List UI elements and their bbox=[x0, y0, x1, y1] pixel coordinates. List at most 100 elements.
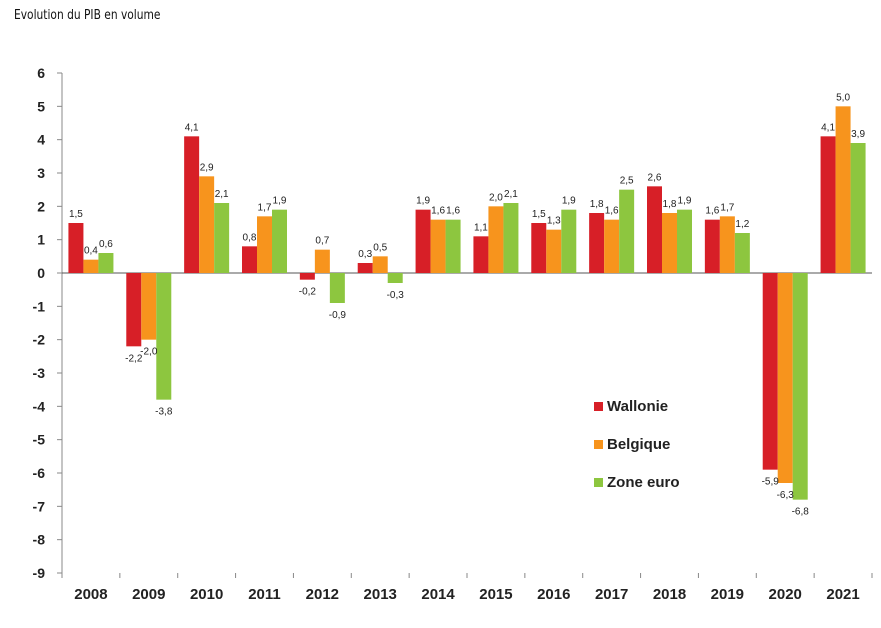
data-label: 2,9 bbox=[200, 162, 214, 173]
legend-swatch bbox=[594, 478, 603, 487]
bar bbox=[473, 236, 489, 273]
bar bbox=[677, 209, 692, 273]
x-tick-label: 2015 bbox=[479, 586, 512, 603]
data-label: 1,7 bbox=[258, 202, 272, 213]
bar bbox=[126, 273, 142, 347]
y-tick-label: 1 bbox=[37, 232, 45, 248]
y-tick-label: 0 bbox=[37, 265, 45, 281]
legend: Wallonie Belgique Zone euro bbox=[594, 398, 680, 491]
bar bbox=[257, 216, 272, 273]
data-label: 2,1 bbox=[504, 189, 518, 200]
data-label: 3,9 bbox=[851, 129, 865, 140]
legend-label: Wallonie bbox=[607, 398, 668, 415]
bar bbox=[589, 213, 605, 273]
x-tick-label: 2010 bbox=[190, 586, 223, 603]
bar bbox=[299, 273, 315, 280]
data-label: 2,6 bbox=[648, 172, 662, 183]
x-tick-label: 2019 bbox=[711, 586, 744, 603]
bar bbox=[820, 136, 836, 273]
data-label: 0,6 bbox=[99, 239, 113, 250]
data-label: -3,8 bbox=[155, 407, 173, 418]
bar bbox=[242, 246, 257, 273]
bar bbox=[734, 233, 750, 273]
data-label: -0,3 bbox=[387, 290, 405, 301]
data-label: -6,8 bbox=[792, 507, 810, 518]
bar bbox=[156, 273, 172, 400]
data-label: 2,1 bbox=[215, 189, 229, 200]
x-tick-label: 2016 bbox=[537, 586, 570, 603]
y-tick-label: -5 bbox=[33, 432, 46, 448]
bar bbox=[662, 213, 677, 273]
data-label: 1,9 bbox=[273, 196, 287, 207]
bar bbox=[184, 136, 200, 273]
y-tick-label: -3 bbox=[33, 365, 46, 381]
data-label: 1,5 bbox=[532, 209, 546, 220]
x-tick-label: 2014 bbox=[421, 586, 455, 603]
data-label: 1,8 bbox=[663, 199, 677, 210]
bar bbox=[314, 249, 330, 273]
data-label: -0,2 bbox=[299, 287, 317, 298]
bar bbox=[141, 273, 157, 340]
x-tick-label: 2013 bbox=[364, 586, 397, 603]
y-tick-label: -4 bbox=[33, 398, 46, 414]
legend-label: Zone euro bbox=[607, 474, 680, 491]
bar bbox=[835, 106, 851, 273]
bar bbox=[329, 273, 345, 303]
data-label: 1,6 bbox=[431, 206, 445, 217]
bar bbox=[604, 219, 620, 273]
data-label: 0,7 bbox=[315, 236, 329, 247]
y-tick-label: 4 bbox=[37, 132, 45, 148]
x-tick-label: 2011 bbox=[248, 586, 281, 603]
bar bbox=[372, 256, 388, 273]
data-label: 1,6 bbox=[705, 206, 719, 217]
data-label: 1,3 bbox=[547, 216, 561, 227]
data-label: 1,1 bbox=[474, 222, 488, 233]
legend-swatch bbox=[594, 440, 603, 449]
data-label: 1,8 bbox=[590, 199, 604, 210]
bar bbox=[488, 206, 504, 273]
bar bbox=[546, 229, 562, 273]
data-label: 1,9 bbox=[562, 196, 576, 207]
legend-swatch bbox=[594, 402, 603, 411]
bar bbox=[357, 263, 373, 273]
bar bbox=[214, 203, 230, 273]
bar bbox=[719, 216, 735, 273]
legend-label: Belgique bbox=[607, 436, 670, 453]
data-label: 2,0 bbox=[489, 192, 503, 203]
data-label: 0,4 bbox=[84, 246, 98, 257]
bar bbox=[561, 209, 577, 273]
data-label: 1,9 bbox=[678, 196, 692, 207]
data-label: 1,5 bbox=[69, 209, 83, 220]
y-tick-label: 3 bbox=[37, 165, 45, 181]
bar bbox=[762, 273, 778, 470]
data-label: 1,6 bbox=[605, 206, 619, 217]
bar bbox=[272, 209, 287, 273]
bar bbox=[777, 273, 793, 483]
x-tick-label: 2008 bbox=[74, 586, 107, 603]
y-tick-label: -1 bbox=[33, 298, 46, 314]
data-label: 2,5 bbox=[620, 176, 634, 187]
y-tick-label: 2 bbox=[37, 198, 45, 214]
data-label: 1,6 bbox=[446, 206, 460, 217]
x-tick-label: 2021 bbox=[826, 586, 859, 603]
bar bbox=[619, 189, 635, 273]
y-tick-label: -7 bbox=[33, 498, 46, 514]
data-label: 1,2 bbox=[735, 219, 749, 230]
x-tick-label: 2017 bbox=[595, 586, 628, 603]
x-tick-label: 2009 bbox=[132, 586, 165, 603]
x-tick-label: 2020 bbox=[769, 586, 802, 603]
data-label: -2,0 bbox=[140, 347, 158, 358]
bar bbox=[647, 186, 662, 273]
x-tick-label: 2018 bbox=[653, 586, 686, 603]
data-labels: 1,5 -2,2 4,1 0,8 -0,2 0,3 1,9 1,1 1,5 1,8 2,6 1,6 -5… bbox=[69, 92, 865, 517]
y-tick-label: 6 bbox=[37, 65, 45, 81]
bar bbox=[68, 223, 84, 273]
data-label: 0,3 bbox=[358, 249, 372, 260]
bar bbox=[704, 219, 720, 273]
bar bbox=[531, 223, 547, 273]
y-tick-label: -6 bbox=[33, 465, 46, 481]
bar bbox=[445, 219, 461, 273]
bars bbox=[68, 106, 866, 500]
data-label: -5,9 bbox=[762, 477, 780, 488]
